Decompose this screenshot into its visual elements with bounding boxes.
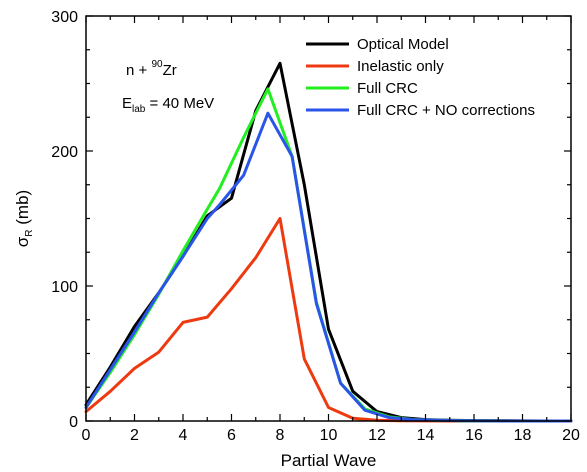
x-tick-label: 16 xyxy=(465,427,483,444)
x-tick-label: 8 xyxy=(276,427,285,444)
legend: Optical Model Inelastic only Full CRC Full … xyxy=(306,36,535,119)
ticks-layer xyxy=(85,15,572,422)
energy-annotation: Elab = 40 MeV xyxy=(122,95,214,115)
y-axis-title-subscript: R xyxy=(24,229,35,236)
reaction-annotation-prefix: n + xyxy=(126,62,151,79)
x-tick-label: 0 xyxy=(82,427,91,444)
y-axis-title-unit: (mb) xyxy=(13,190,32,230)
x-tick-label: 4 xyxy=(179,427,188,444)
series-line-4 xyxy=(84,111,573,423)
y-axis-title: σR (mb) xyxy=(13,190,35,247)
y-tick-label: 200 xyxy=(51,144,78,161)
series-line-2 xyxy=(84,217,573,423)
x-tick-label: 20 xyxy=(562,427,580,444)
x-tick-label: 14 xyxy=(417,427,435,444)
legend-label: Optical Model xyxy=(357,36,449,53)
y-tick-label: 100 xyxy=(51,279,78,296)
x-tick-label: 2 xyxy=(130,427,139,444)
plot-frame xyxy=(85,15,572,422)
x-tick-label: 12 xyxy=(368,427,386,444)
series-line-3 xyxy=(84,87,573,423)
reaction-annotation-superscript: 90 xyxy=(151,59,163,70)
y-tick-label: 0 xyxy=(69,414,78,431)
x-tick-label: 18 xyxy=(514,427,532,444)
energy-annotation-subscript: lab xyxy=(132,104,146,115)
legend-label: Full CRC + NO corrections xyxy=(357,102,535,119)
reaction-annotation: n + 90Zr xyxy=(126,59,177,79)
legend-label: Inelastic only xyxy=(357,58,444,75)
energy-annotation-symbol: E xyxy=(122,95,132,112)
x-tick-label: 6 xyxy=(227,427,236,444)
x-tick-label: 10 xyxy=(320,427,338,444)
energy-annotation-value: = 40 MeV xyxy=(145,95,214,112)
y-tick-label: 300 xyxy=(51,9,78,26)
x-axis-title: Partial Wave xyxy=(281,451,377,470)
reaction-annotation-element: Zr xyxy=(163,62,177,79)
y-axis-title-symbol: σ xyxy=(13,236,32,247)
legend-label: Full CRC xyxy=(357,80,418,97)
